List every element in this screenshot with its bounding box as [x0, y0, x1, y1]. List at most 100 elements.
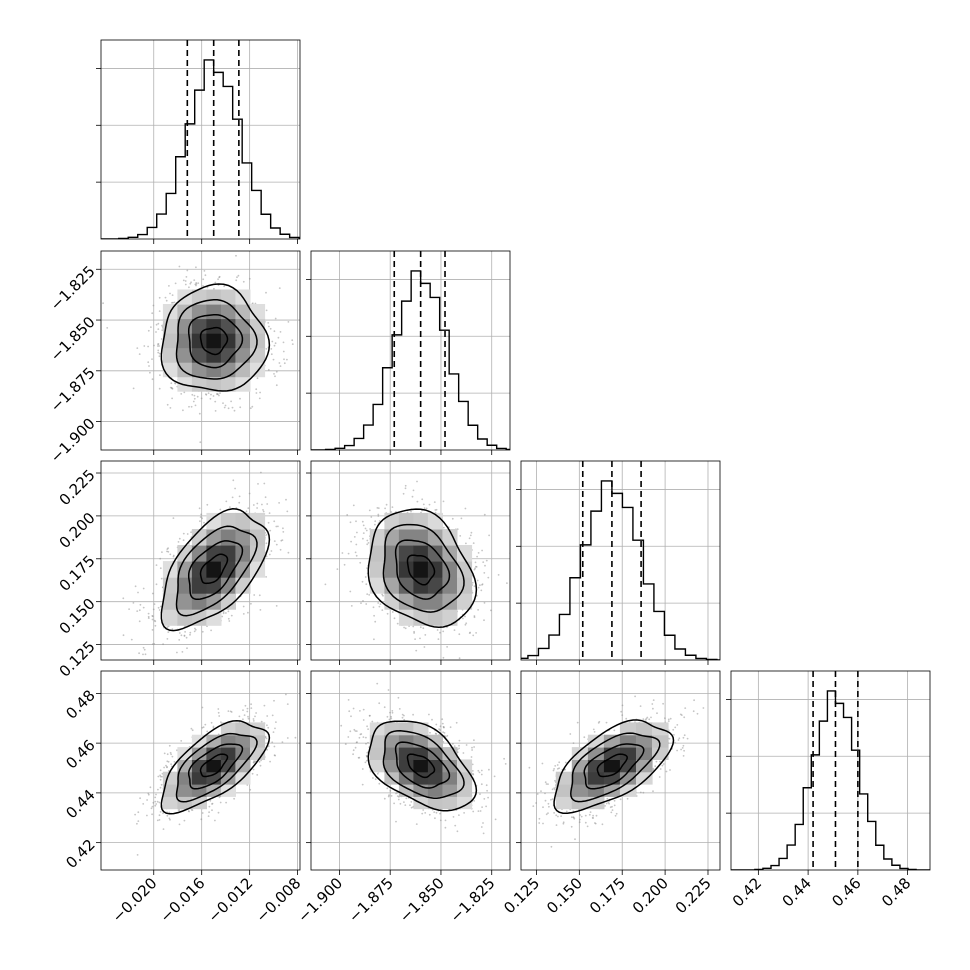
scatter-point	[208, 805, 211, 808]
scatter-point	[157, 322, 160, 325]
density-cell	[398, 561, 414, 578]
scatter-point	[207, 392, 210, 394]
scatter-point	[174, 282, 177, 285]
scatter-point	[253, 594, 256, 596]
scatter-point	[218, 715, 221, 717]
scatter-point	[374, 620, 377, 623]
scatter-point	[259, 391, 261, 394]
scatter-point	[542, 822, 544, 825]
density-cell	[619, 771, 637, 785]
y-tick-label: 0.150	[56, 595, 99, 638]
scatter-point	[202, 278, 205, 281]
density-cell	[384, 561, 400, 578]
scatter-point	[674, 741, 676, 744]
scatter-point	[484, 564, 486, 567]
scatter-point	[381, 593, 384, 596]
scatter-point	[387, 795, 390, 798]
scatter-point	[423, 646, 426, 648]
scatter-point	[483, 619, 485, 622]
scatter-point	[272, 731, 275, 733]
scatter-point	[235, 254, 237, 257]
scatter-point	[199, 516, 202, 518]
scatter-point	[122, 597, 125, 600]
scatter-point	[460, 517, 463, 520]
scatter-point	[677, 739, 680, 741]
scatter-point	[665, 770, 668, 773]
scatter-point	[483, 513, 486, 516]
y-tick-label: 0.225	[56, 466, 99, 509]
density-cell	[250, 722, 266, 736]
scatter-point	[189, 633, 191, 636]
scatter-point	[480, 783, 483, 786]
scatter-point	[485, 805, 487, 808]
scatter-point	[239, 406, 242, 409]
scatter-point	[251, 405, 254, 408]
y-tick-label: 0.42	[62, 836, 98, 872]
scatter-point	[238, 495, 241, 498]
scatter-point	[366, 543, 369, 546]
scatter-point	[137, 591, 139, 594]
scatter-point	[365, 529, 368, 532]
scatter-point	[422, 627, 425, 630]
scatter-point	[169, 407, 172, 409]
contour-level-3	[553, 719, 675, 814]
density-cell	[250, 529, 266, 546]
density-cell	[619, 734, 637, 748]
scatter-point	[204, 274, 207, 277]
scatter-point	[634, 695, 636, 698]
scatter-point	[147, 612, 150, 615]
density-cell	[235, 577, 251, 594]
y-tick-label: −1.875	[47, 364, 99, 416]
scatter-point	[239, 397, 241, 400]
scatter-point	[369, 714, 371, 717]
density-cell	[555, 784, 573, 797]
scatter-point	[207, 815, 210, 817]
scatter-point	[166, 760, 169, 763]
scatter-point	[668, 737, 671, 740]
scatter-point	[156, 800, 159, 803]
scatter-point	[163, 752, 166, 755]
contour-level-2	[175, 299, 258, 380]
scatter-point	[234, 487, 237, 490]
scatter-point	[474, 561, 477, 564]
scatter-point	[471, 763, 474, 766]
scatter-point	[367, 728, 369, 730]
scatter-point	[287, 321, 290, 323]
density-cell	[191, 759, 207, 773]
scatter-point	[486, 789, 488, 792]
scatter-point	[410, 806, 413, 809]
density-cell	[220, 722, 236, 736]
scatter-point	[371, 720, 374, 723]
scatter-point	[256, 502, 259, 505]
scatter-point	[273, 754, 276, 757]
scatter-point	[256, 507, 258, 509]
contour-level-2	[175, 732, 258, 803]
scatter-point	[667, 718, 670, 721]
scatter-point	[673, 734, 675, 736]
scatter-point	[353, 536, 356, 538]
density-cell	[555, 796, 573, 810]
density-cell	[427, 529, 443, 546]
scatter-point	[277, 525, 279, 528]
scatter-point	[265, 542, 268, 545]
scatter-point	[481, 806, 483, 808]
scatter-point	[171, 397, 174, 400]
density-cell	[384, 545, 400, 562]
scatter-point	[151, 618, 154, 621]
scatter-point	[143, 345, 146, 347]
scatter-point	[187, 810, 190, 812]
scatter-point	[355, 730, 358, 732]
contour-level-1	[187, 743, 244, 790]
scatter-point	[693, 699, 695, 702]
scatter-point	[281, 539, 284, 541]
scatter-point	[183, 391, 186, 394]
scatter-point	[620, 710, 623, 713]
scatter-point	[354, 551, 357, 554]
contour-level-1	[187, 540, 244, 601]
scatter-point	[654, 765, 657, 768]
scatter-point	[152, 801, 155, 804]
scatter-point	[162, 812, 164, 815]
scatter-point	[480, 826, 483, 828]
scatter-point	[676, 749, 678, 752]
